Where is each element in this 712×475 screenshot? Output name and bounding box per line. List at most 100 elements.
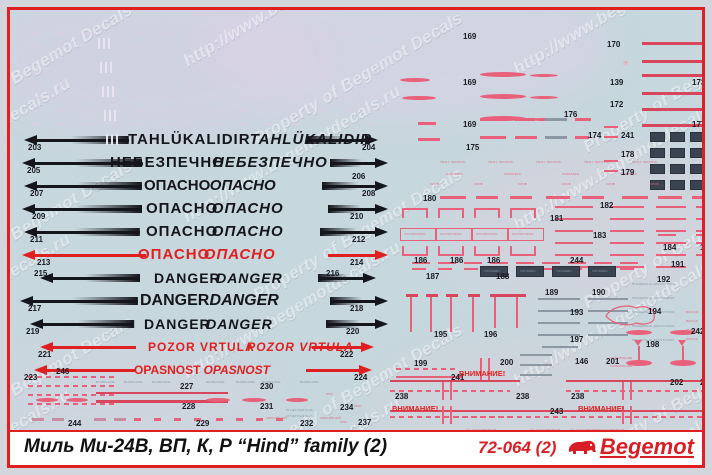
micro-decal <box>188 58 195 60</box>
decal-bar <box>412 262 430 264</box>
decal-number: 217 <box>28 304 42 313</box>
micro-decal <box>58 58 65 60</box>
micro-decal <box>58 123 65 125</box>
warning-text: ОПАСНО <box>138 246 211 263</box>
decal-bracket <box>474 208 500 218</box>
decal-bar <box>566 380 702 382</box>
micro-decal <box>136 110 143 112</box>
decal-bar <box>520 364 552 366</box>
micro-decal <box>162 71 169 73</box>
decal-bar <box>396 376 462 378</box>
decal-number: 205 <box>27 166 41 175</box>
micro-decal <box>266 71 273 73</box>
micro-decal <box>188 71 195 73</box>
decal-bracket <box>402 208 428 218</box>
decal-microtext: ↕ <box>700 398 702 402</box>
decal-bar <box>454 410 702 412</box>
decal-number: 177 <box>692 120 702 129</box>
decal-bracket <box>474 246 500 256</box>
micro-decal <box>370 58 377 60</box>
decal-vertical-stripe <box>488 358 490 380</box>
decal-microtext: ПРЕДЕЛЬНО ДОПУСТИМО <box>632 338 675 342</box>
micro-decal <box>240 110 247 112</box>
decal-number: 198 <box>646 340 660 349</box>
decal-bar <box>604 170 618 172</box>
decal-bar <box>406 294 418 297</box>
decal-bar <box>575 118 591 121</box>
decal-number: 178 <box>621 150 635 159</box>
watermark-text: http://www.begemotdecals.ru <box>180 10 405 71</box>
decal-bar <box>426 294 438 297</box>
micro-decal <box>318 45 325 47</box>
micro-decal <box>32 58 39 60</box>
decal-number: 218 <box>350 304 364 313</box>
micro-decal <box>136 71 143 73</box>
decal-sheet-frame: http://www.begemotdecals.ru http://www.be… <box>7 7 705 468</box>
micro-decal <box>370 123 377 125</box>
decal-bar <box>692 196 702 199</box>
decal-bar <box>520 354 552 356</box>
decal-oval <box>626 360 652 366</box>
micro-stripe-group <box>106 132 118 150</box>
micro-decal <box>188 123 195 125</box>
decal-number: 190 <box>592 288 606 297</box>
decal-microtext: ПРЕДЕЛЬНО ДОПУСТИМО <box>632 282 675 286</box>
decal-bar <box>658 234 676 236</box>
warning-text: DANGER <box>140 292 210 309</box>
micro-decal <box>84 110 91 112</box>
decal-bar <box>604 126 618 128</box>
decal-bar <box>656 218 686 220</box>
decal-microtext: ЗАПРАВКА <box>562 172 580 176</box>
decal-bar <box>440 196 466 199</box>
decal-number: 222 <box>340 350 354 359</box>
decal-plate <box>670 180 685 190</box>
decal-number: 179 <box>621 168 635 177</box>
warning-text: НЕБЕЗПЕЧНО <box>213 154 328 171</box>
decal-bar <box>555 206 593 208</box>
micro-decal <box>162 110 169 112</box>
decal-bar <box>542 346 578 348</box>
decal-bar <box>622 196 648 199</box>
micro-decal <box>370 97 377 99</box>
decal-bracket <box>402 246 428 256</box>
decal-microtext: ТЕХН. ОБСЛУЖ. <box>584 160 611 164</box>
micro-decal <box>370 84 377 86</box>
micro-decal <box>344 32 351 34</box>
decal-oval <box>530 74 558 77</box>
micro-decal <box>110 97 117 99</box>
micro-decal <box>240 45 247 47</box>
decal-microtext: ВНИМАНИЕ <box>300 380 319 384</box>
decal-bar <box>538 310 580 312</box>
micro-decal <box>32 84 39 86</box>
decal-bar <box>656 230 686 232</box>
micro-decal <box>188 110 195 112</box>
micro-decal <box>292 110 299 112</box>
decal-plate <box>670 164 685 174</box>
brand-logo: Begemot <box>567 434 694 460</box>
decal-oval <box>530 118 558 121</box>
decal-vertical-stripe <box>630 406 632 424</box>
decal-number: 229 <box>196 419 210 428</box>
decal-number: 203 <box>28 143 42 152</box>
decal-microtext: СЛИВ <box>562 182 571 186</box>
decal-microtext: ↕ <box>686 398 688 402</box>
decal-oval <box>286 398 308 402</box>
micro-decal <box>292 71 299 73</box>
watermark-text: Property of Begemot Decals <box>10 10 137 140</box>
decal-number: 169 <box>463 120 477 129</box>
decal-bar <box>52 418 64 421</box>
micro-decal <box>370 45 377 47</box>
decal-bar <box>174 418 181 421</box>
decal-microtext: ВНИМАНИЕ <box>152 380 171 384</box>
decal-bar <box>516 262 534 264</box>
warning-row: DANGER DANGER <box>10 314 390 334</box>
micro-decal <box>266 32 273 34</box>
decal-bar <box>515 136 537 139</box>
decal-number: 242 <box>691 327 702 336</box>
decal-framed-label <box>400 228 436 241</box>
micro-stripe-group <box>102 84 114 102</box>
decal-microtext: СЛИВ <box>430 182 439 186</box>
hippo-icon <box>568 440 596 454</box>
decal-plate <box>690 164 702 174</box>
decal-bar <box>642 60 702 63</box>
